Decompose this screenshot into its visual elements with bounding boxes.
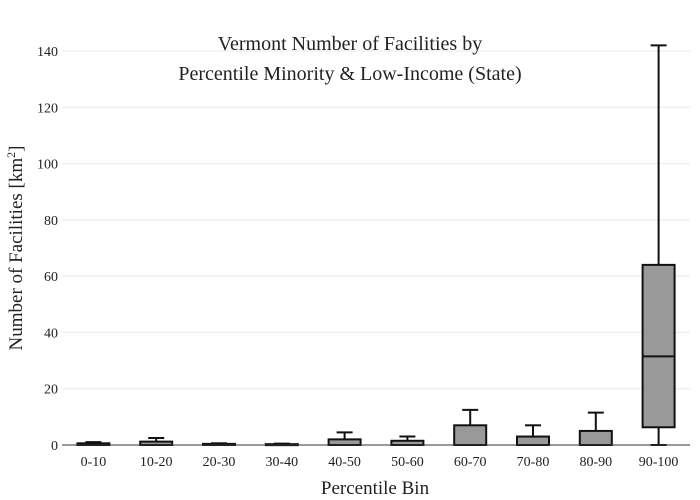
chart-title-line-1: Vermont Number of Facilities by <box>218 33 482 55</box>
box-60-70[interactable] <box>453 408 488 446</box>
y-tick-label: 0 <box>51 439 58 454</box>
box-80-90[interactable] <box>578 411 613 446</box>
x-tick-label: 70-80 <box>517 455 550 470</box>
chart-title-line-2: Percentile Minority & Low-Income (State) <box>178 63 521 85</box>
box-10-20[interactable] <box>139 436 174 447</box>
x-tick-label: 30-40 <box>265 455 298 470</box>
box-series <box>76 44 676 447</box>
y-tick-label: 60 <box>44 270 58 285</box>
y-axis-title-main: Number of Facilities [km <box>6 158 27 351</box>
y-tick-label: 120 <box>37 101 58 116</box>
y-tick-label: 20 <box>44 383 58 398</box>
y-axis-title-end: ] <box>6 146 27 152</box>
x-axis-ticks: 0-10 10-20 20-30 30-40 40-50 50-60 60-70 70-80 8… <box>81 455 679 470</box>
box-iqr <box>578 429 613 446</box>
y-axis-ticks: 0 20 40 60 80 100 120 140 <box>37 45 58 454</box>
y-axis-title-superscript: 2 <box>4 152 18 158</box>
grid-lines <box>62 50 690 390</box>
x-tick-label: 20-30 <box>203 455 236 470</box>
box-90-100[interactable] <box>641 44 676 446</box>
y-tick-label: 100 <box>37 158 58 173</box>
x-tick-label: 0-10 <box>81 455 107 470</box>
x-tick-label: 40-50 <box>328 455 361 470</box>
box-iqr <box>641 263 676 429</box>
box-iqr <box>516 435 550 446</box>
box-iqr <box>453 424 488 446</box>
box-50-60[interactable] <box>390 435 425 446</box>
y-axis-title: Number of Facilities [km2] <box>4 146 27 351</box>
box-40-50[interactable] <box>327 431 362 447</box>
x-tick-label: 50-60 <box>391 455 424 470</box>
x-tick-label: 80-90 <box>579 455 612 470</box>
x-tick-label: 90-100 <box>639 455 679 470</box>
x-axis-title: Percentile Bin <box>321 478 430 499</box>
x-tick-label: 10-20 <box>140 455 173 470</box>
box-70-80[interactable] <box>516 424 550 446</box>
y-tick-label: 40 <box>44 326 58 341</box>
y-tick-label: 80 <box>44 214 58 229</box>
y-tick-label: 140 <box>37 45 58 60</box>
x-tick-label: 60-70 <box>454 455 487 470</box>
